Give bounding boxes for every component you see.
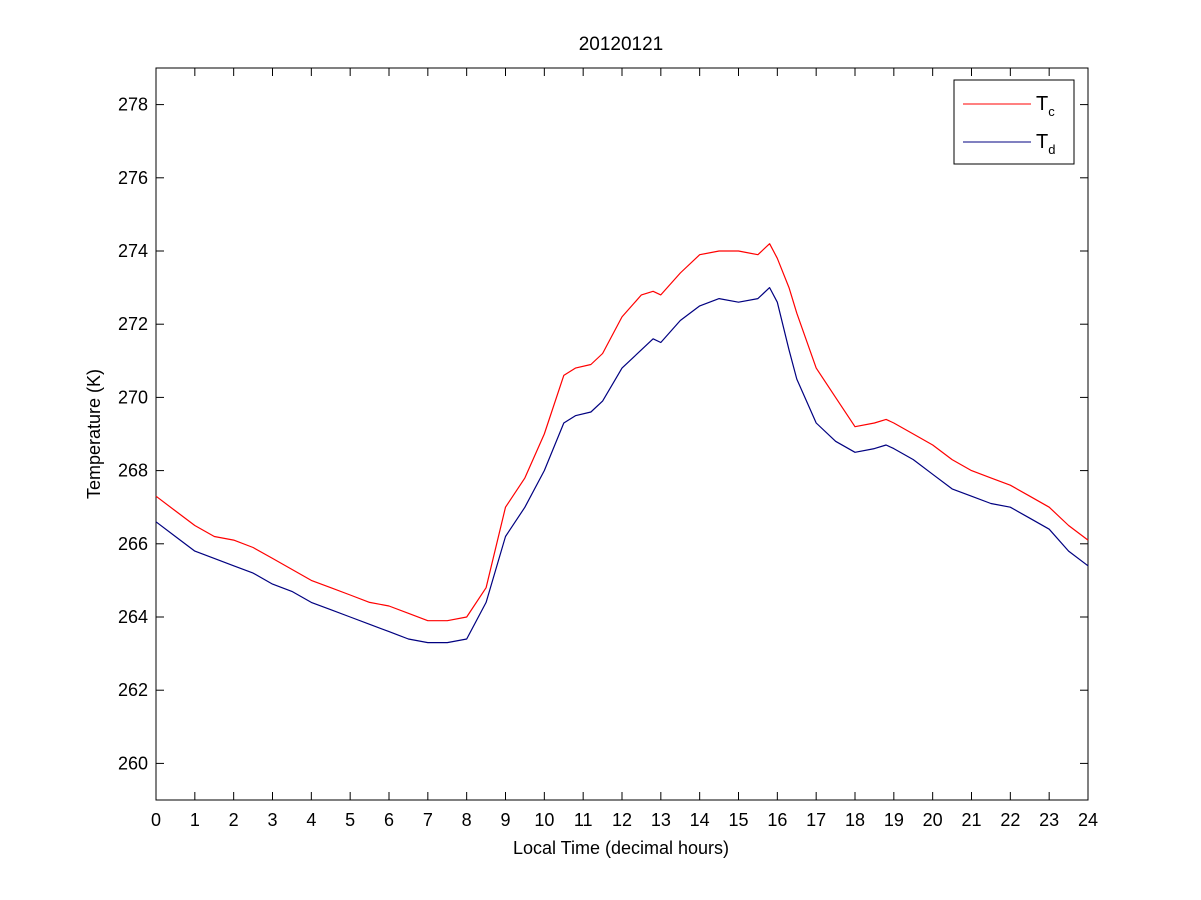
x-tick-label: 4 [306, 810, 316, 830]
x-tick-label: 15 [728, 810, 748, 830]
x-tick-label: 0 [151, 810, 161, 830]
x-tick-label: 13 [651, 810, 671, 830]
y-tick-label: 270 [118, 387, 148, 407]
y-axis: 260 262 264 266 268 270 272 274 276 278 [118, 95, 1088, 773]
x-tick-label: 16 [767, 810, 787, 830]
x-tick-label: 19 [884, 810, 904, 830]
legend-label-td: Td [1036, 131, 1055, 157]
series-group [155, 243, 1089, 644]
legend-label-tc-main: T [1036, 93, 1048, 115]
y-tick-label: 264 [118, 607, 148, 627]
x-tick-label: 23 [1039, 810, 1059, 830]
x-tick-label: 21 [961, 810, 981, 830]
series-line-td [155, 287, 1089, 644]
x-tick-label: 5 [345, 810, 355, 830]
legend-label-td-subscript: d [1048, 142, 1055, 157]
x-tick-label: 10 [534, 810, 554, 830]
y-tick-label: 276 [118, 168, 148, 188]
legend-label-tc-subscript: c [1048, 104, 1055, 119]
y-axis-title: Temperature (K) [84, 369, 104, 499]
y-tick-label: 268 [118, 461, 148, 481]
plot-area [155, 67, 1089, 801]
x-tick-label: 12 [612, 810, 632, 830]
y-tick-label: 274 [118, 241, 148, 261]
x-tick-label: 7 [423, 810, 433, 830]
x-tick-label: 14 [690, 810, 710, 830]
x-tick-label: 22 [1000, 810, 1020, 830]
y-tick-label: 262 [118, 680, 148, 700]
x-tick-label: 6 [384, 810, 394, 830]
x-tick-label: 1 [190, 810, 200, 830]
y-tick-label: 260 [118, 753, 148, 773]
y-tick-label: 266 [118, 534, 148, 554]
x-tick-label: 9 [500, 810, 510, 830]
chart-title: 20120121 [579, 34, 664, 55]
x-tick-label: 11 [574, 810, 593, 830]
series-line-tc [155, 243, 1089, 622]
x-tick-label: 18 [845, 810, 865, 830]
x-axis-title: Local Time (decimal hours) [513, 838, 729, 858]
x-tick-label: 8 [462, 810, 472, 830]
x-tick-label: 2 [229, 810, 239, 830]
x-tick-label: 17 [806, 810, 826, 830]
legend: Tc Td [953, 79, 1075, 165]
legend-box [953, 79, 1075, 165]
x-tick-label: 24 [1078, 810, 1098, 830]
x-axis: 0 1 2 3 4 5 6 7 8 9 10 11 12 13 14 15 16 17 18 19 20 21 22 23 24 [151, 68, 1098, 830]
y-tick-label: 272 [118, 314, 148, 334]
axes-box [155, 67, 1089, 801]
x-tick-label: 3 [267, 810, 277, 830]
legend-label-tc: Tc [1036, 93, 1055, 119]
y-tick-label: 278 [118, 95, 148, 115]
x-tick-label: 20 [923, 810, 943, 830]
legend-label-td-main: T [1036, 131, 1048, 153]
